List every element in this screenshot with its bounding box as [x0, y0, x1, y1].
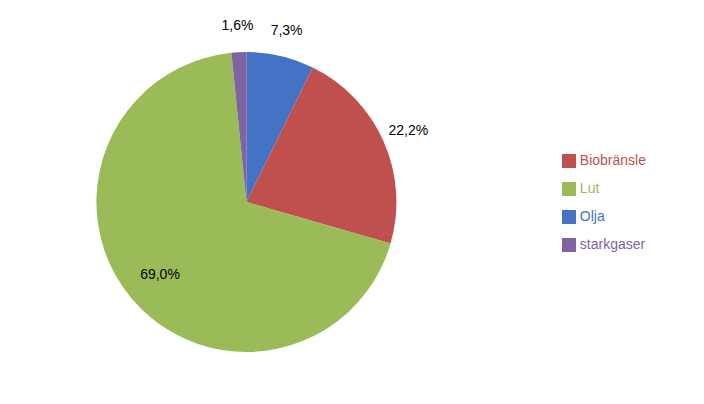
html-text:Biobränsle: Biobränsle [579, 152, 646, 168]
html-text:starkgaser: starkgaser [579, 236, 646, 252]
svg-text:69,0%: 69,0% [140, 266, 180, 282]
svg-text:22,2%: 22,2% [388, 122, 428, 138]
html-text:Olja: Olja [579, 208, 605, 224]
html-text:Lut: Lut [579, 180, 600, 196]
svg-text:7,3%: 7,3% [271, 22, 303, 38]
svg-text:1,6%: 1,6% [222, 17, 254, 33]
